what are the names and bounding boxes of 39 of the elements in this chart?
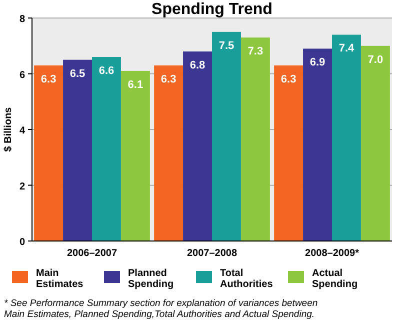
bar — [183, 51, 212, 241]
data-label: 6.3 — [160, 73, 176, 86]
data-label: 6.3 — [40, 73, 56, 86]
data-label: 6.8 — [190, 59, 206, 72]
data-label: 7.5 — [218, 40, 234, 52]
bar — [120, 70, 150, 241]
bar — [92, 57, 121, 241]
legend-label: Actual Spending — [312, 268, 358, 290]
bar — [212, 32, 241, 241]
y-tick-label: 4 — [19, 126, 26, 136]
data-label: 7.0 — [368, 54, 384, 66]
data-label: 6.5 — [70, 68, 86, 80]
x-tick-label: 2007–2008 — [186, 248, 238, 259]
y-axis-title: $ Billions — [3, 106, 14, 152]
bar — [360, 46, 390, 241]
bar — [63, 60, 92, 241]
bar — [303, 48, 332, 241]
bar — [240, 38, 270, 241]
data-label: 7.3 — [248, 46, 264, 58]
y-tick-label: 6 — [19, 70, 26, 81]
chart-title: Spending Trend — [152, 1, 272, 18]
bar — [274, 65, 304, 241]
y-tick-label: 2 — [19, 181, 26, 192]
data-label: 6.1 — [128, 78, 144, 91]
data-label: 7.4 — [338, 42, 356, 55]
text: * See Performance Summary section for explanation of variances between Main Estimates, Planned Spending,Total Authorities and Actual Spending. — [4, 298, 318, 320]
data-label: 6.6 — [98, 65, 114, 78]
legend-label: Planned Spending — [128, 268, 174, 290]
bar — [154, 65, 184, 241]
bar — [34, 65, 64, 241]
x-tick-label: 2006–2007 — [66, 248, 118, 259]
data-label: 6.3 — [280, 73, 296, 86]
y-tick-label: 8 — [19, 14, 26, 25]
legend-label: Total Authorities — [220, 268, 274, 290]
legend-label: Main Estimates — [36, 268, 84, 290]
x-tick-label: 2008–2009* — [305, 248, 360, 259]
bar — [332, 34, 361, 241]
data-label: 6.9 — [310, 56, 326, 69]
y-tick-label: 0 — [19, 237, 26, 248]
